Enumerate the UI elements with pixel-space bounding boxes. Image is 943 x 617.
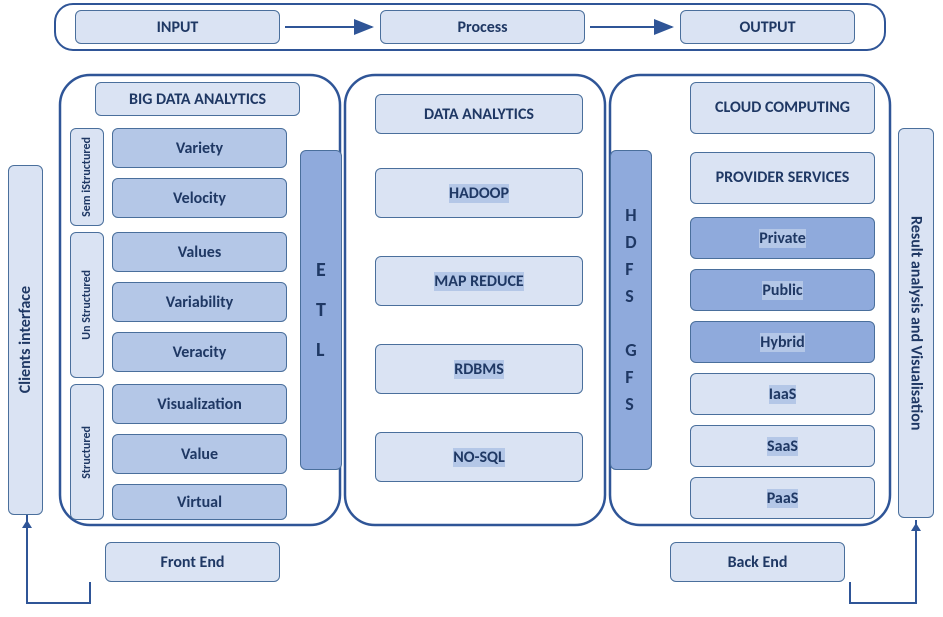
item-iaas-label: IaaS xyxy=(769,385,797,404)
front-end: Front End xyxy=(105,542,280,582)
header-process: Process xyxy=(380,10,585,44)
group-semi-label: Sem iStructured xyxy=(80,137,94,217)
header-process-label: Process xyxy=(457,18,507,37)
back-end: Back End xyxy=(670,542,845,582)
item-values: Values xyxy=(112,232,287,272)
item-mapreduce-label: MAP REDUCE xyxy=(434,272,523,291)
item-variability-label: Variability xyxy=(166,293,234,312)
item-variety-label: Variety xyxy=(176,139,223,158)
item-iaas: IaaS xyxy=(690,373,875,415)
group-unstruct: Un Structured xyxy=(70,232,104,378)
item-saas: SaaS xyxy=(690,425,875,467)
item-virtual: Virtual xyxy=(112,484,287,520)
result-analysis: Result analysis and Visualisation xyxy=(898,128,934,518)
col2-title-label: DATA ANALYTICS xyxy=(424,105,534,124)
item-nosql-label: NO-SQL xyxy=(453,448,505,467)
item-hadoop-label: HADOOP xyxy=(449,184,509,203)
item-private-label: Private xyxy=(759,229,806,248)
item-paas-label: PaaS xyxy=(767,489,799,508)
front-end-label: Front End xyxy=(160,553,224,572)
item-value-label: Value xyxy=(181,445,218,464)
item-public-label: Public xyxy=(762,281,802,300)
item-veracity: Veracity xyxy=(112,332,287,372)
group-semi: Sem iStructured xyxy=(70,128,104,226)
item-private: Private xyxy=(690,217,875,259)
col3-title: CLOUD COMPUTING xyxy=(690,82,875,134)
header-output-label: OUTPUT xyxy=(739,18,795,37)
etl-bar: E T L xyxy=(300,150,342,470)
item-velocity-label: Velocity xyxy=(173,189,226,208)
item-mapreduce: MAP REDUCE xyxy=(375,256,583,306)
item-visualization-label: Visualization xyxy=(157,395,242,414)
item-variability: Variability xyxy=(112,282,287,322)
group-struct-label: Structured xyxy=(80,426,94,479)
header-input: INPUT xyxy=(75,10,280,44)
item-public: Public xyxy=(690,269,875,311)
item-nosql: NO-SQL xyxy=(375,432,583,482)
item-variety: Variety xyxy=(112,128,287,168)
header-input-label: INPUT xyxy=(157,18,199,37)
back-end-label: Back End xyxy=(728,553,788,572)
item-values-label: Values xyxy=(178,243,221,262)
item-virtual-label: Virtual xyxy=(177,493,222,512)
item-saas-label: SaaS xyxy=(767,437,798,456)
item-velocity: Velocity xyxy=(112,178,287,218)
col3-subtitle-label: PROVIDER SERVICES xyxy=(716,169,850,187)
item-hadoop: HADOOP xyxy=(375,168,583,218)
hdfs-bar: H D F S G F S xyxy=(610,150,652,470)
item-veracity-label: Veracity xyxy=(173,343,227,362)
result-analysis-label: Result analysis and Visualisation xyxy=(907,216,926,430)
item-visualization: Visualization xyxy=(112,384,287,424)
item-rdbms: RDBMS xyxy=(375,344,583,394)
col3-title-label: CLOUD COMPUTING xyxy=(715,99,850,117)
group-struct: Structured xyxy=(70,384,104,520)
item-hybrid: Hybrid xyxy=(690,321,875,363)
col2-title: DATA ANALYTICS xyxy=(375,94,583,134)
header-output: OUTPUT xyxy=(680,10,855,44)
item-hybrid-label: Hybrid xyxy=(760,333,804,352)
clients-interface: Clients interface xyxy=(8,165,43,515)
item-rdbms-label: RDBMS xyxy=(454,360,504,379)
group-unstruct-label: Un Structured xyxy=(80,270,94,340)
col1-title-label: BIG DATA ANALYTICS xyxy=(129,90,266,109)
hdfs-bar-label: H D F S G F S xyxy=(625,202,636,418)
clients-interface-label: Clients interface xyxy=(16,286,35,393)
etl-bar-label: E T L xyxy=(316,250,326,370)
col3-subtitle: PROVIDER SERVICES xyxy=(690,152,875,204)
item-value: Value xyxy=(112,434,287,474)
col1-title: BIG DATA ANALYTICS xyxy=(95,82,300,116)
item-paas: PaaS xyxy=(690,477,875,519)
